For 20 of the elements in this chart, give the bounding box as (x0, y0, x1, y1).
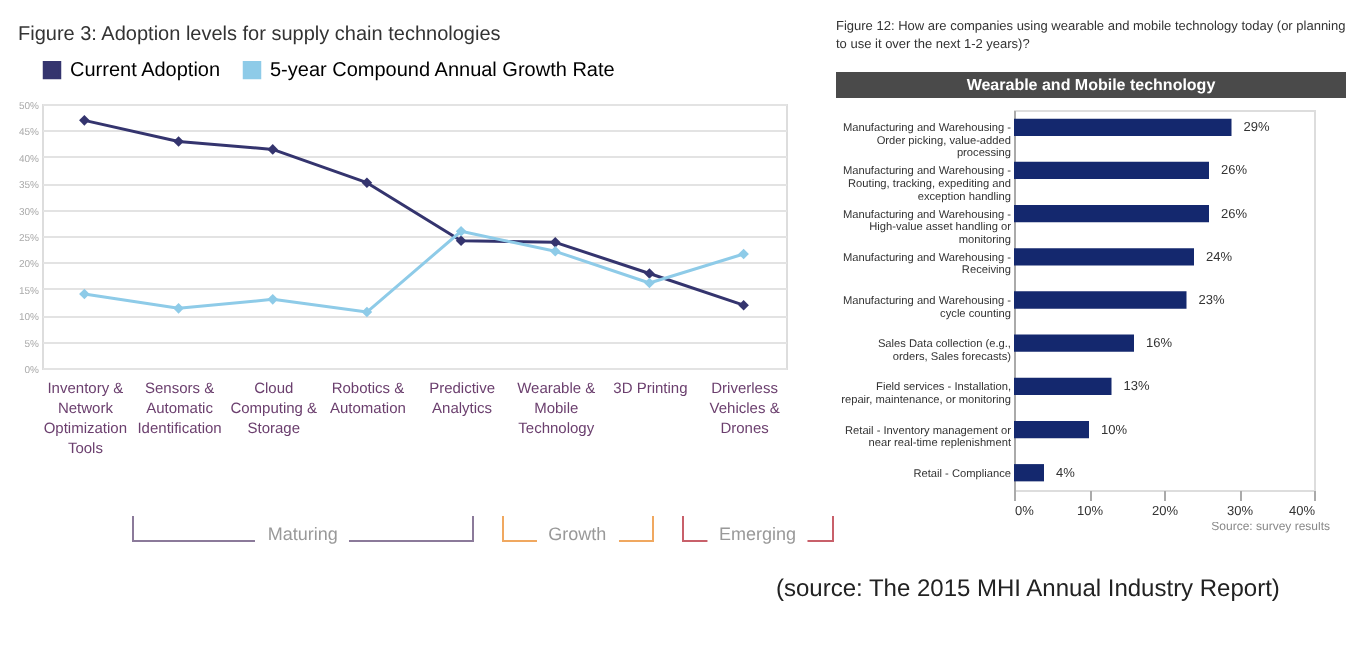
point (79, 115, 90, 126)
chart-subtitle: Wearable and Mobile technology (836, 71, 1346, 98)
point (549, 246, 561, 257)
chart-title: Figure 3: Adoption levels for supply chain technologies (17, 24, 501, 46)
legend-label: 5-year Compound Annual Growth Rate (270, 60, 616, 83)
legend-label: Current Adoption (70, 60, 221, 83)
point (173, 303, 184, 314)
bracket: Emerging (681, 516, 834, 542)
point (361, 306, 373, 318)
text: (source: The 2015 MHI Annual Industry Report) (776, 574, 1280, 602)
point (455, 225, 467, 237)
bracket: Maturing (132, 516, 474, 542)
point (738, 299, 749, 311)
point (361, 177, 373, 188)
point (173, 136, 184, 147)
point (644, 268, 655, 279)
point (267, 144, 279, 155)
point (455, 235, 467, 247)
bracket: Growth (501, 516, 654, 542)
point (267, 294, 279, 305)
